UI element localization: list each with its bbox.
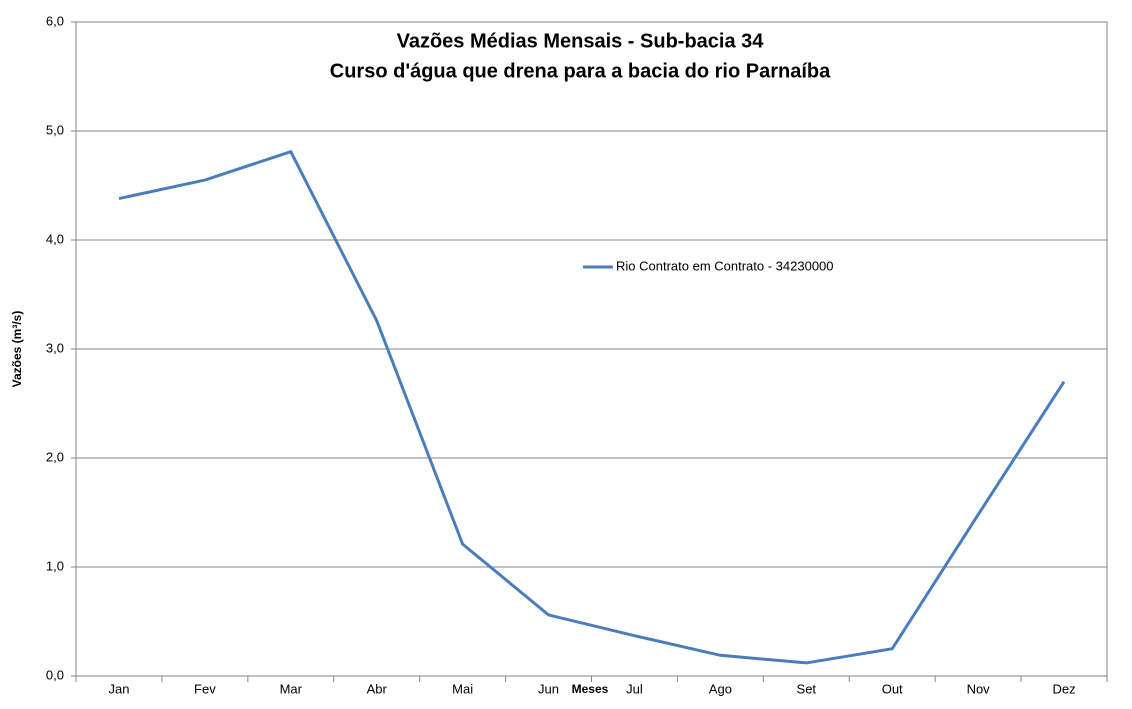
y-tick-label: 4,0 bbox=[46, 231, 64, 246]
legend-label: Rio Contrato em Contrato - 34230000 bbox=[616, 258, 834, 273]
chart-subtitle: Curso d'água que drena para a bacia do r… bbox=[330, 60, 831, 82]
line-series bbox=[118, 150, 1066, 665]
y-tick-label: 0,0 bbox=[46, 667, 64, 682]
x-tick-label: Out bbox=[882, 681, 903, 696]
x-tick-label: Abr bbox=[367, 681, 388, 696]
y-tick-label: 6,0 bbox=[46, 13, 64, 28]
x-tick-label: Set bbox=[797, 681, 817, 696]
x-tick-label: Ago bbox=[709, 681, 732, 696]
y-tick-label: 1,0 bbox=[46, 558, 64, 573]
y-axis-title: Vazões (m³/s) bbox=[10, 311, 24, 388]
x-tick-label: Mar bbox=[280, 681, 303, 696]
x-tick-label: Mai bbox=[452, 681, 473, 696]
x-tick-label: Nov bbox=[967, 681, 991, 696]
x-axis-title: Meses bbox=[572, 682, 609, 696]
y-tick-label: 2,0 bbox=[46, 449, 64, 464]
x-tick-label: Fev bbox=[194, 681, 216, 696]
x-tick-label: Jun bbox=[538, 681, 559, 696]
chart-title: Vazões Médias Mensais - Sub-bacia 34 bbox=[397, 30, 765, 52]
x-tick-label: Dez bbox=[1052, 681, 1075, 696]
x-tick-label: Jul bbox=[626, 681, 643, 696]
y-tick-label: 5,0 bbox=[46, 122, 64, 137]
x-tick-label: Jan bbox=[108, 681, 129, 696]
y-tick-label: 3,0 bbox=[46, 340, 64, 355]
